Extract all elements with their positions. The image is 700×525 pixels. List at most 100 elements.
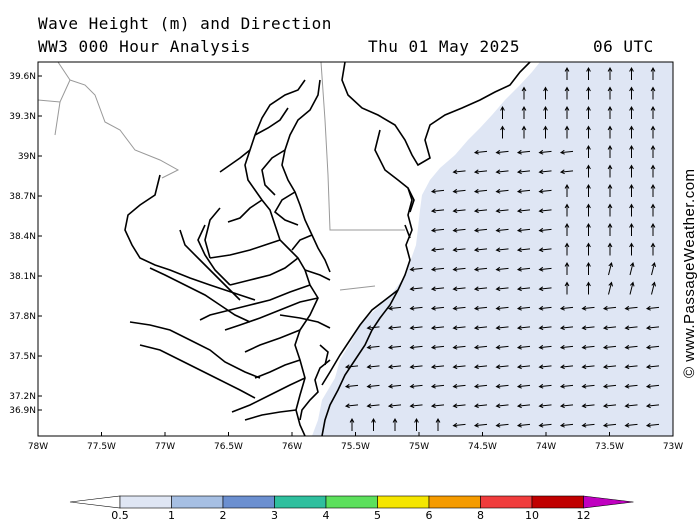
wave-arrow: [586, 86, 591, 100]
wave-arrow: [516, 227, 531, 233]
copyright-watermark: © www.PassageWeather.com: [681, 168, 698, 378]
wave-arrow: [473, 286, 488, 292]
wave-arrow: [516, 325, 531, 331]
wave-arrow: [581, 325, 595, 331]
wave-arrow: [452, 383, 466, 389]
wave-arrow: [629, 281, 635, 295]
wave-arrow: [602, 422, 617, 428]
wave-arrow: [581, 403, 595, 409]
wave-arrow: [409, 325, 423, 331]
wave-arrow: [629, 144, 634, 158]
wave-arrow: [473, 403, 488, 409]
wave-arrow: [516, 403, 531, 409]
wave-arrow: [366, 325, 380, 331]
wave-arrow: [495, 286, 509, 292]
wave-arrow: [387, 403, 402, 409]
wave-arrow: [452, 208, 466, 214]
wave-arrow: [629, 86, 634, 100]
wave-arrow: [650, 105, 656, 119]
wave-arrow: [538, 188, 552, 194]
wave-arrow: [409, 383, 423, 389]
wave-arrow: [495, 227, 509, 233]
wave-arrow: [521, 86, 527, 100]
wave-arrow: [500, 105, 505, 119]
wave-arrow: [586, 203, 591, 217]
wave-arrow: [473, 305, 488, 311]
wave-arrow: [650, 183, 656, 197]
wave-arrow: [392, 417, 398, 431]
wave-arrow: [495, 188, 509, 194]
wave-arrow: [516, 208, 531, 214]
wave-arrow: [559, 403, 574, 409]
wave-arrow: [430, 325, 445, 331]
lon-tick-label: 75W: [409, 442, 429, 452]
wave-arrow: [645, 305, 660, 311]
wave-arrow: [344, 403, 359, 409]
wave-arrow: [495, 383, 509, 389]
wave-arrow: [516, 149, 531, 155]
wave-arrow: [586, 105, 591, 119]
wave-arrow: [409, 344, 423, 350]
wave-arrow: [581, 305, 595, 311]
wave-arrow: [473, 266, 488, 272]
colorbar-high-arrow: [583, 495, 634, 509]
wave-arrow: [624, 422, 638, 428]
wave-arrow: [430, 383, 445, 389]
wave-arrow: [629, 203, 634, 217]
wave-arrow: [452, 286, 466, 292]
wave-arrow: [586, 222, 591, 236]
wave-arrow: [624, 325, 638, 331]
wave-arrow: [543, 86, 548, 100]
wave-arrow: [559, 422, 574, 428]
wave-arrow: [452, 325, 466, 331]
wave-arrow: [387, 325, 402, 331]
lon-tick-label: 74W: [536, 442, 556, 452]
wave-arrow: [516, 364, 531, 370]
wave-arrow: [473, 208, 488, 214]
wave-arrow: [495, 247, 509, 253]
wave-arrow: [495, 208, 509, 214]
wave-arrow: [650, 222, 656, 236]
wave-arrow: [495, 266, 509, 272]
wave-arrow: [452, 247, 466, 253]
wave-arrow: [452, 305, 466, 311]
wave-arrow: [651, 281, 656, 295]
wave-arrow: [607, 86, 613, 100]
wave-arrow: [516, 344, 531, 350]
valid-date: Thu 01 May 2025: [368, 37, 520, 56]
wave-arrow: [602, 364, 617, 370]
wave-arrow: [543, 125, 548, 139]
wave-arrow: [543, 105, 548, 119]
wave-arrow: [538, 266, 552, 272]
wave-arrow: [538, 286, 552, 292]
lon-tick-label: 77W: [155, 442, 175, 452]
wave-arrow: [349, 417, 355, 431]
wave-arrow: [538, 403, 552, 409]
lon-tick-label: 78W: [28, 442, 48, 452]
wave-arrow: [607, 164, 613, 178]
wave-arrow: [452, 344, 466, 350]
lat-tick-label: 37.8N: [9, 312, 36, 322]
map-area: [38, 62, 673, 436]
wave-arrow: [516, 422, 531, 428]
wave-arrow: [538, 149, 552, 155]
wave-arrow: [452, 403, 466, 409]
wave-arrow: [409, 364, 423, 370]
coastline: [124, 62, 531, 436]
wave-arrow: [602, 325, 617, 331]
colorbar-label: 8: [477, 509, 484, 522]
wave-arrow: [452, 266, 466, 272]
wave-arrow: [607, 222, 613, 236]
wave-arrow: [629, 66, 634, 80]
wave-arrow: [564, 281, 570, 295]
wave-arrow: [538, 169, 552, 175]
wave-arrow: [409, 305, 423, 311]
wave-arrow: [602, 383, 617, 389]
map-title: Wave Height (m) and Direction: [38, 14, 332, 33]
wave-arrow: [564, 105, 570, 119]
wave-arrow: [581, 422, 595, 428]
wave-arrow: [607, 125, 613, 139]
wave-arrow: [387, 364, 402, 370]
wave-arrow: [650, 203, 656, 217]
wave-arrow: [495, 325, 509, 331]
